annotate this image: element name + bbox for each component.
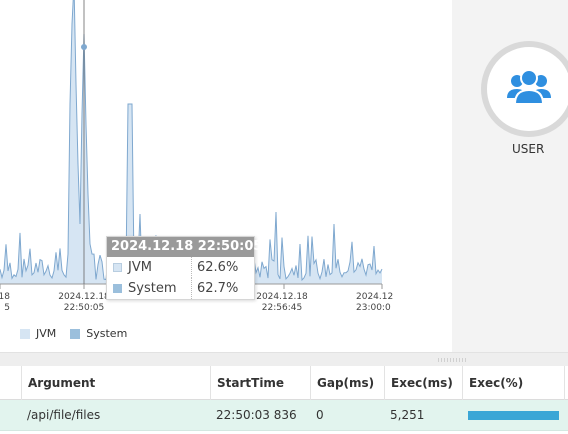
tooltip-value-system: 62.7% — [197, 281, 239, 296]
x-tick-0: 18 5 — [0, 292, 10, 313]
tooltip-separator — [191, 257, 192, 278]
tooltip-swatch-jvm — [113, 263, 122, 272]
user-button[interactable] — [481, 41, 568, 137]
exec-percent-bar — [468, 411, 559, 420]
legend-label-system: System — [86, 327, 128, 340]
transaction-table: Argument StartTime Gap(ms) Exec(ms) Exec… — [0, 366, 568, 431]
cell-argument: /api/file/files — [27, 408, 101, 422]
legend-label-jvm: JVM — [36, 327, 57, 340]
tooltip-swatch-system — [113, 284, 122, 293]
column-header-exec[interactable]: Exec(ms) — [384, 366, 462, 400]
cell-starttime: 22:50:03 836 — [216, 408, 297, 422]
x-tick-4: 2024.12 23:00:0 — [356, 292, 394, 313]
tooltip-name-jvm: JVM — [128, 260, 152, 275]
column-header-argument[interactable]: Argument — [21, 366, 210, 400]
legend-swatch-jvm — [20, 328, 30, 339]
chart-legend: JVM System — [20, 327, 135, 340]
tooltip-separator — [191, 278, 192, 299]
tooltip-row-jvm: JVM 62.6% — [107, 257, 254, 278]
legend-item-system[interactable]: System — [70, 327, 127, 340]
hover-point — [81, 44, 87, 50]
column-header-extra — [564, 366, 568, 400]
tooltip-row-system: System 62.7% — [107, 278, 254, 299]
splitter-grip-icon[interactable] — [437, 358, 467, 362]
x-tick-1: 2024.12.18 22:50:05 — [58, 292, 110, 313]
column-header-exec-pct[interactable]: Exec(%) — [462, 366, 564, 400]
x-tick-3: 2024.12.18 22:56:45 — [256, 292, 308, 313]
panel-splitter[interactable] — [0, 352, 568, 366]
cell-exec: 5,251 — [390, 408, 425, 422]
chart-tooltip: 2024.12.18 22:50:05 JVM 62.6% System 62.… — [106, 236, 262, 300]
cell-gap: 0 — [316, 408, 324, 422]
tooltip-name-system: System — [128, 281, 177, 296]
table-row[interactable]: /api/file/files 22:50:03 836 0 5,251 — [0, 400, 568, 431]
column-header-gap[interactable]: Gap(ms) — [310, 366, 384, 400]
users-icon — [507, 69, 551, 105]
tooltip-title: 2024.12.18 22:50:05 — [107, 237, 262, 257]
column-header-starttime[interactable]: StartTime — [210, 366, 310, 400]
table-header: Argument StartTime Gap(ms) Exec(ms) Exec… — [0, 366, 568, 400]
legend-item-jvm[interactable]: JVM — [20, 327, 56, 340]
legend-swatch-system — [70, 328, 81, 339]
user-label: USER — [512, 142, 545, 156]
right-panel: USER — [452, 0, 568, 352]
jvm-area — [0, 0, 382, 284]
tooltip-value-jvm: 62.6% — [197, 260, 239, 275]
